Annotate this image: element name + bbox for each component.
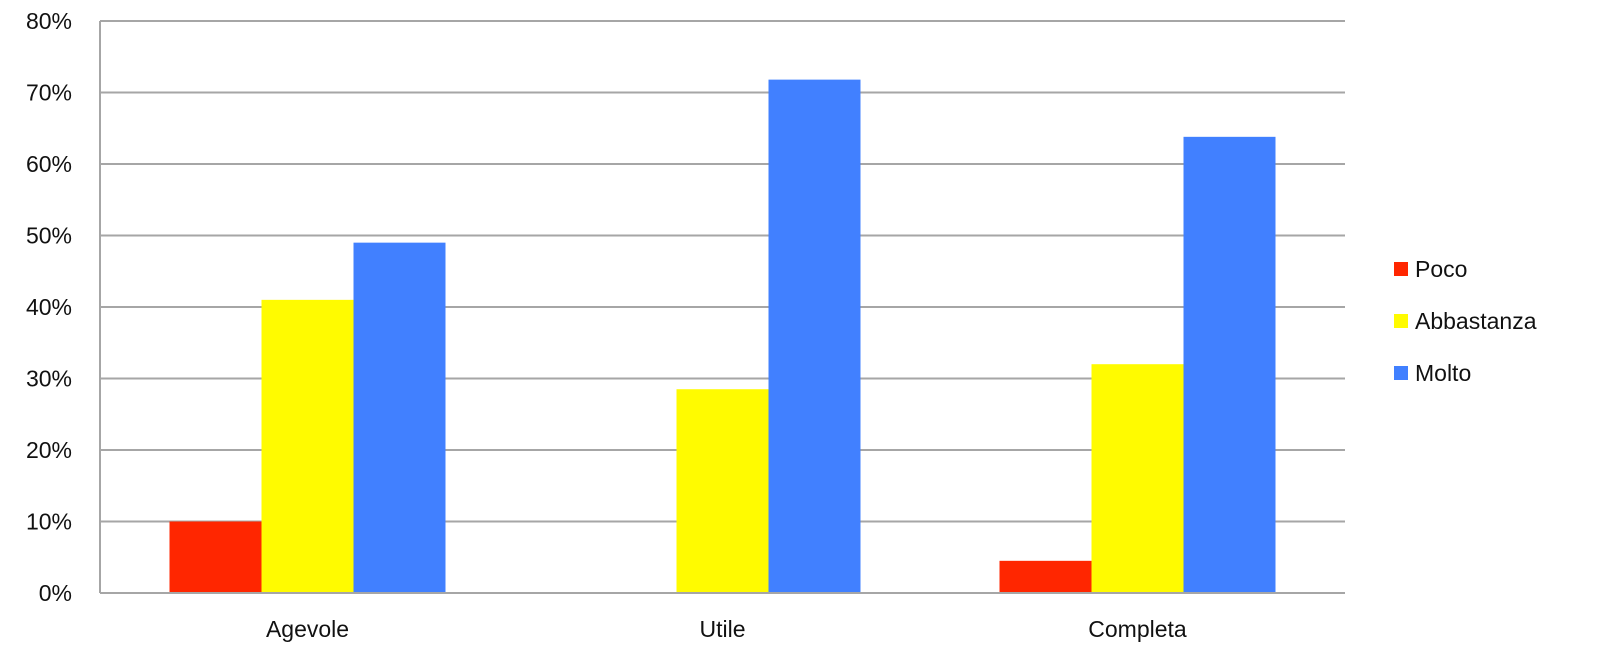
legend-swatch-abbastanza	[1394, 314, 1408, 328]
x-category-label: Completa	[1088, 616, 1187, 642]
bar-abbastanza-completa	[1091, 364, 1184, 593]
y-tick-label: 0%	[39, 580, 72, 606]
x-category-label: Utile	[699, 616, 745, 642]
legend-label-abbastanza: Abbastanza	[1415, 308, 1537, 334]
y-tick-label: 50%	[26, 223, 72, 249]
x-category-label: Agevole	[266, 616, 349, 642]
bar-abbastanza-utile	[676, 389, 769, 593]
legend-label-molto: Molto	[1415, 360, 1471, 386]
legend: Poco Abbastanza Molto	[1394, 256, 1537, 386]
y-tick-label: 60%	[26, 151, 72, 177]
bar-poco-completa	[999, 560, 1092, 593]
bar-poco-agevole	[169, 521, 262, 593]
x-axis-category-labels: Agevole Utile Completa	[266, 616, 1187, 642]
legend-swatch-molto	[1394, 366, 1408, 380]
legend-swatch-poco	[1394, 262, 1408, 276]
bar-molto-agevole	[353, 242, 446, 593]
legend-label-poco: Poco	[1415, 256, 1467, 282]
y-tick-label: 20%	[26, 437, 72, 463]
y-tick-label: 30%	[26, 366, 72, 392]
y-tick-label: 70%	[26, 80, 72, 106]
y-tick-label: 10%	[26, 509, 72, 535]
bar-molto-completa	[1183, 136, 1276, 593]
y-axis-tick-labels: 0% 10% 20% 30% 40% 50% 60% 70% 80%	[26, 8, 72, 606]
bar-abbastanza-agevole	[261, 299, 354, 593]
y-tick-label: 80%	[26, 8, 72, 34]
bars	[169, 79, 1276, 593]
bar-molto-utile	[768, 79, 861, 593]
y-tick-label: 40%	[26, 294, 72, 320]
